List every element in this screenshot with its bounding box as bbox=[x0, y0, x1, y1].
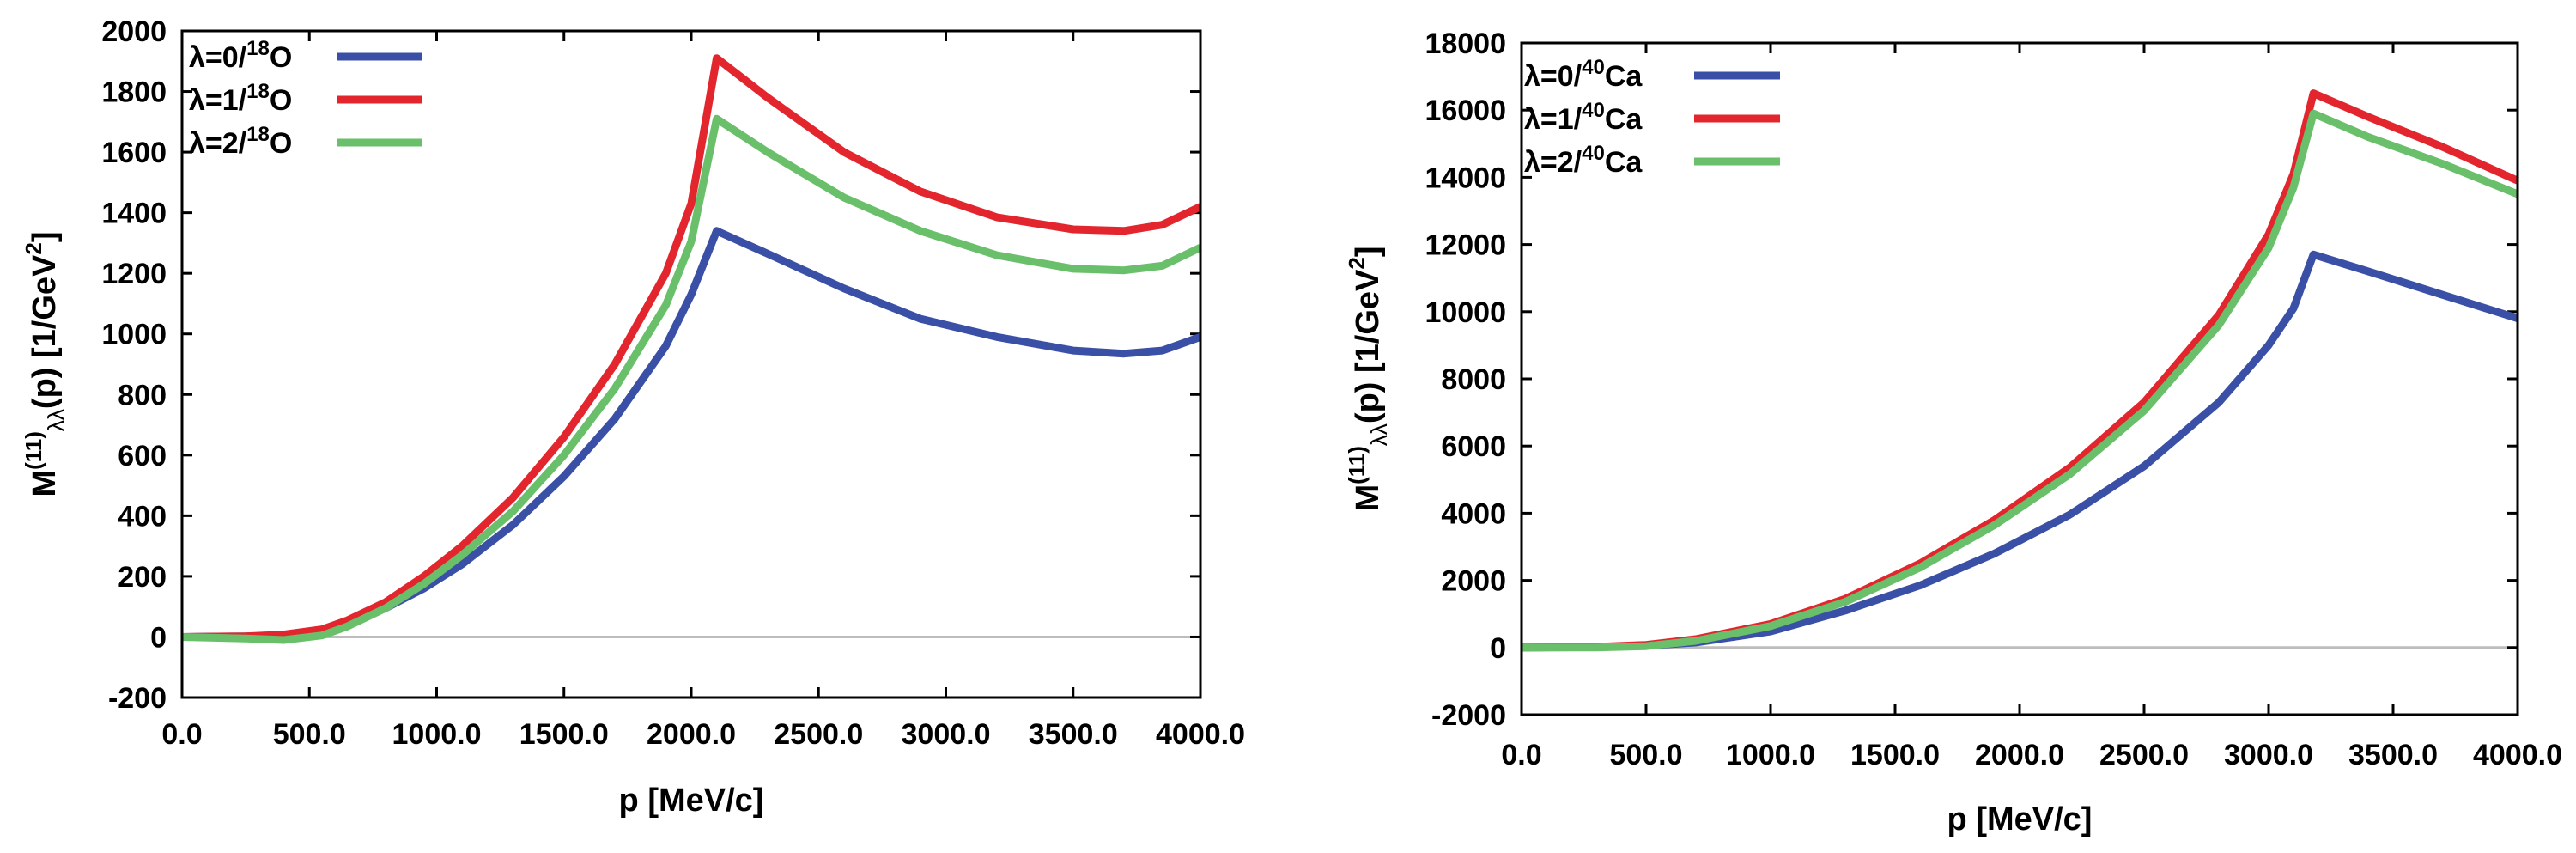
x-tick-label: 1000.0 bbox=[1726, 739, 1815, 771]
series-line-1 bbox=[1521, 250, 2519, 652]
y-tick-label: 800 bbox=[118, 379, 167, 411]
plot-frame bbox=[1520, 41, 2519, 716]
y-tick-label: 1600 bbox=[101, 137, 167, 169]
x-axis-title: p [MeV/c] bbox=[619, 783, 764, 819]
y-tick-label: -200 bbox=[108, 682, 167, 715]
x-tick-label: 3500.0 bbox=[1029, 718, 1118, 751]
legend-label-1: λ=0/18O bbox=[189, 37, 292, 74]
y-tick-label: 10000 bbox=[1425, 296, 1506, 329]
series-line-3 bbox=[181, 114, 1202, 644]
x-tick-label: 2500.0 bbox=[2099, 739, 2189, 771]
x-axis-title: p [MeV/c] bbox=[1947, 801, 2093, 838]
y-tick-label: 14000 bbox=[1425, 161, 1506, 194]
y-tick-label: 6000 bbox=[1441, 430, 1506, 463]
y-tick-label: 16000 bbox=[1425, 94, 1506, 127]
y-tick-label: 1800 bbox=[101, 76, 167, 109]
legend: λ=0/18O λ=1/18O λ=2/18O bbox=[189, 37, 422, 160]
y-tick-label: 0 bbox=[150, 621, 167, 654]
y-tick-label: 600 bbox=[118, 440, 167, 472]
legend-label-1: λ=0/40Ca bbox=[1524, 56, 1643, 93]
y-tick-label: 4000 bbox=[1441, 497, 1506, 530]
x-tick-label: 1500.0 bbox=[1850, 739, 1940, 771]
x-tick-label: 500.0 bbox=[273, 718, 346, 751]
y-tick-label: 12000 bbox=[1425, 229, 1506, 262]
chart-2: -2000 0 2000 4000 6000 8000 10000 12000 14000 160… bbox=[1344, 27, 2562, 838]
series-line-2 bbox=[181, 54, 1202, 641]
series-line-1 bbox=[181, 227, 1202, 641]
y-tick-label: 1000 bbox=[101, 319, 167, 351]
x-tick-label: 1000.0 bbox=[392, 718, 482, 751]
y-tick-label: 2000 bbox=[1441, 565, 1506, 598]
x-tick-label: 3000.0 bbox=[2224, 739, 2313, 771]
legend: λ=0/40Ca λ=1/40Ca λ=2/40Ca bbox=[1524, 56, 1780, 179]
x-tick-label: 0.0 bbox=[161, 718, 202, 751]
legend-label-2: λ=1/40Ca bbox=[1524, 99, 1643, 136]
y-tick-label: 8000 bbox=[1441, 363, 1506, 396]
y-tick-label: 18000 bbox=[1425, 27, 1506, 60]
x-tick-label: 0.0 bbox=[1501, 739, 1541, 771]
series-line-3 bbox=[1522, 109, 2519, 652]
y-axis-title: M(11)λλ(p) [1/GeV2] bbox=[21, 231, 69, 497]
y-tick-label: 1200 bbox=[101, 258, 167, 290]
x-tick-label: 3000.0 bbox=[902, 718, 991, 751]
plot-frame bbox=[180, 29, 1202, 699]
y-tick-label: 1400 bbox=[101, 198, 167, 230]
y-tick-label: 200 bbox=[118, 561, 167, 594]
x-tick-label: 2000.0 bbox=[647, 718, 736, 751]
x-tick-label: 1500.0 bbox=[519, 718, 609, 751]
y-tick-label: 0 bbox=[1490, 632, 1506, 665]
x-tick-label: 4000.0 bbox=[2473, 739, 2562, 771]
x-tick-label: 2000.0 bbox=[1975, 739, 2064, 771]
legend-label-3: λ=2/18O bbox=[189, 123, 292, 160]
legend-label-2: λ=1/18O bbox=[189, 80, 292, 117]
legend-label-3: λ=2/40Ca bbox=[1524, 142, 1643, 179]
x-tick-label: 2500.0 bbox=[774, 718, 863, 751]
y-axis-title: M(11)λλ(p) [1/GeV2] bbox=[1344, 246, 1392, 511]
x-tick-label: 500.0 bbox=[1609, 739, 1682, 771]
series-line-2 bbox=[1521, 89, 2519, 652]
chart-1: -200 0 200 400 600 800 1000 1200 1400 1600 1800 200… bbox=[21, 15, 1245, 819]
x-tick-label: 4000.0 bbox=[1156, 718, 1245, 751]
y-tick-label: -2000 bbox=[1431, 699, 1506, 732]
y-tick-label: 400 bbox=[118, 500, 167, 533]
y-tick-label: 2000 bbox=[101, 15, 167, 48]
x-tick-label: 3500.0 bbox=[2348, 739, 2438, 771]
